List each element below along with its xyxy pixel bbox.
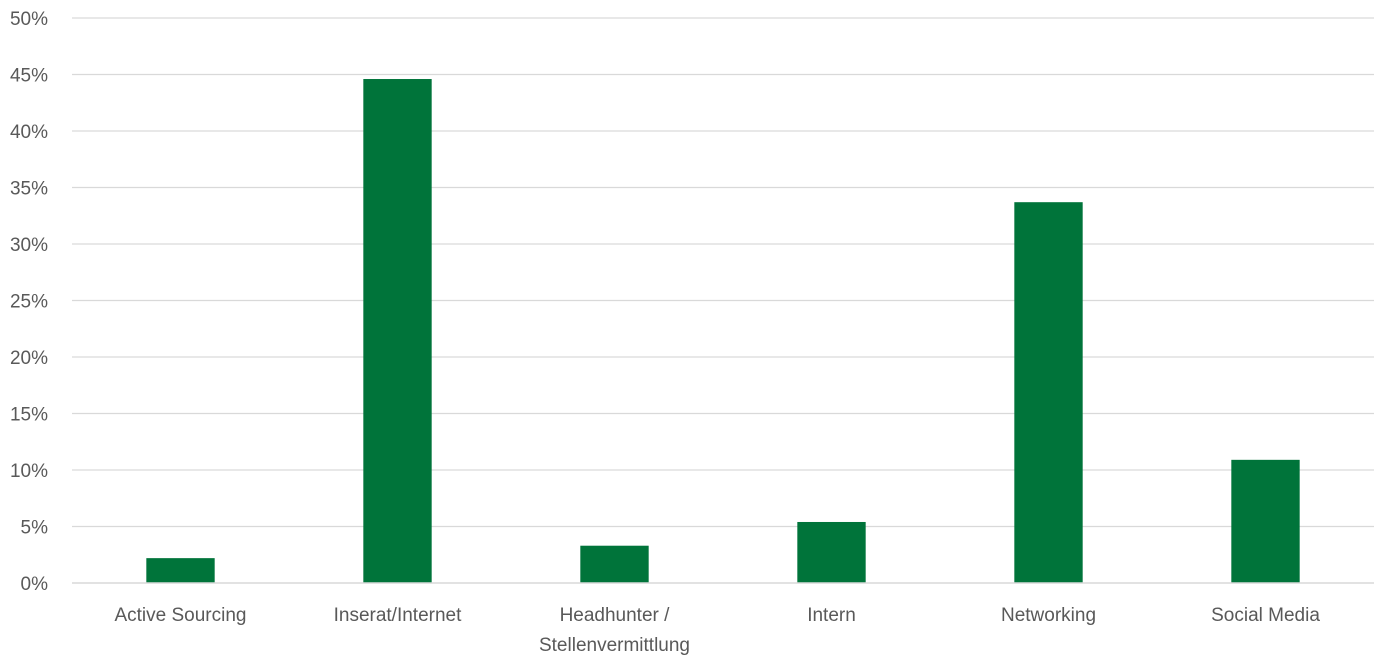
x-axis-labels: Active Sourcing Inserat/Internet Headhunte… (114, 605, 1320, 656)
y-tick-label: 0% (21, 574, 49, 595)
bar (1231, 459, 1300, 583)
x-category-label: Inserat/Internet (334, 605, 463, 626)
bar (1014, 202, 1083, 583)
y-tick-label: 5% (21, 518, 49, 539)
y-tick-label: 50% (10, 9, 48, 30)
y-tick-label: 10% (10, 461, 48, 482)
bar (797, 521, 866, 583)
x-category-label: Networking (1001, 605, 1096, 626)
y-tick-label: 25% (10, 292, 48, 313)
bar (146, 558, 215, 583)
bars (146, 79, 1300, 584)
gridlines (72, 17, 1374, 528)
bar (363, 79, 432, 584)
y-tick-label: 40% (10, 122, 48, 143)
y-tick-label: 15% (10, 405, 48, 426)
y-tick-label: 45% (10, 66, 48, 87)
x-category-label: Headhunter / (560, 605, 671, 626)
x-category-label: Stellenvermittlung (539, 635, 690, 656)
x-category-label: Intern (807, 605, 856, 626)
x-category-label: Social Media (1211, 605, 1320, 626)
y-tick-label: 35% (10, 179, 48, 200)
x-category-label: Active Sourcing (114, 605, 246, 626)
y-tick-label: 30% (10, 235, 48, 256)
y-tick-label: 20% (10, 348, 48, 369)
bar (580, 545, 649, 583)
y-axis-ticks: 0% 5% 10% 15% 20% 25% 30% 35% 40% 45% 50% (10, 9, 48, 595)
